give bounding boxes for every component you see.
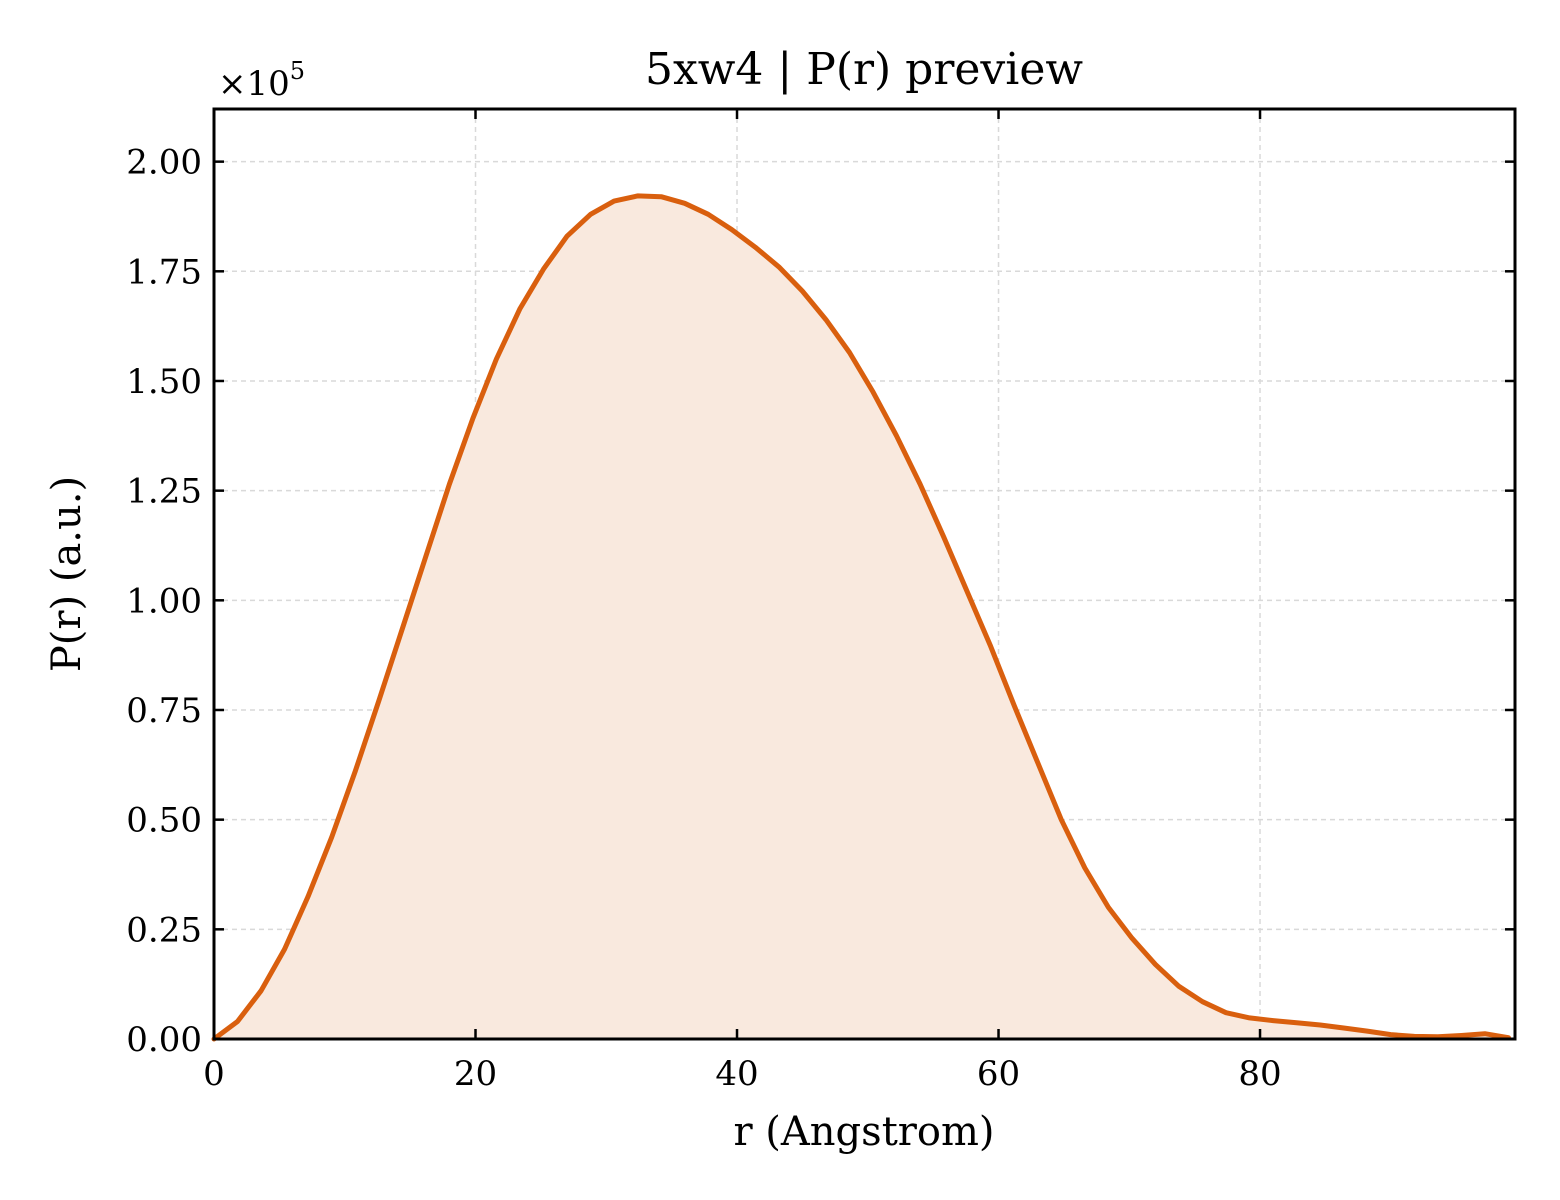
y-tick-label: 0.00: [126, 1020, 202, 1060]
x-tick-label: 20: [454, 1054, 497, 1094]
y-tick-label: 0.50: [126, 801, 202, 841]
plot-frame: [212, 107, 1517, 1041]
y-multiplier-exponent: 5: [290, 57, 305, 85]
y-tick-label: 1.00: [126, 581, 202, 621]
chart-title: 5xw4 | P(r) preview: [645, 44, 1083, 95]
area-fill: [214, 195, 1509, 1039]
y-tick-label: 2.00: [126, 143, 202, 183]
y-multiplier: ×105: [218, 57, 305, 104]
y-tick-label: 0.25: [126, 910, 202, 950]
y-tick-label: 0.75: [126, 691, 202, 731]
series-line: [211, 193, 1511, 1042]
y-multiplier-base: ×10: [218, 64, 290, 104]
x-tick-label: 40: [715, 1054, 758, 1094]
x-tick-label: 60: [977, 1054, 1020, 1094]
axis-ticks: 0 20 40 60 80 0.00 0.25 0.50 0.75 1.00 1.25 1.50 1.7…: [126, 109, 1515, 1094]
y-axis-label: P(r) (a.u.): [44, 476, 90, 672]
x-tick-label: 0: [203, 1054, 225, 1094]
x-axis-label: r (Angstrom): [733, 1109, 994, 1155]
y-tick-label: 1.75: [126, 252, 202, 292]
x-tick-label: 80: [1238, 1054, 1281, 1094]
y-tick-label: 1.25: [126, 472, 202, 512]
y-tick-label: 1.50: [126, 362, 202, 402]
